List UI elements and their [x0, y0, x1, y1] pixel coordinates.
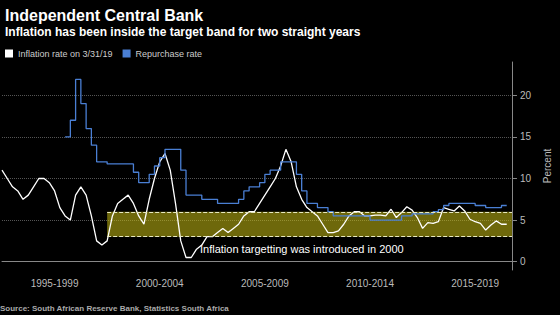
svg-text:0: 0 — [520, 256, 526, 267]
svg-text:5: 5 — [520, 215, 526, 226]
svg-text:20: 20 — [520, 90, 532, 101]
svg-text:1995-1999: 1995-1999 — [31, 278, 79, 289]
svg-text:Source: South African Reserve: Source: South African Reserve Bank, Stat… — [0, 304, 229, 313]
svg-text:2010-2014: 2010-2014 — [346, 278, 394, 289]
svg-text:2000-2004: 2000-2004 — [136, 278, 184, 289]
svg-text:Inflation has been inside the: Inflation has been inside the target ban… — [5, 25, 361, 39]
svg-text:Percent: Percent — [542, 149, 553, 184]
svg-text:2005-2009: 2005-2009 — [241, 278, 289, 289]
svg-text:10: 10 — [520, 173, 532, 184]
svg-text:Repurchase rate: Repurchase rate — [136, 49, 203, 59]
svg-text:2015-2019: 2015-2019 — [451, 278, 499, 289]
svg-text:Inflation rate on 3/31/19: Inflation rate on 3/31/19 — [18, 49, 113, 59]
svg-text:Independent Central Bank: Independent Central Bank — [5, 7, 203, 24]
svg-text:15: 15 — [520, 131, 532, 142]
svg-text:Inflation targetting was intro: Inflation targetting was introduced in 2… — [200, 243, 404, 255]
